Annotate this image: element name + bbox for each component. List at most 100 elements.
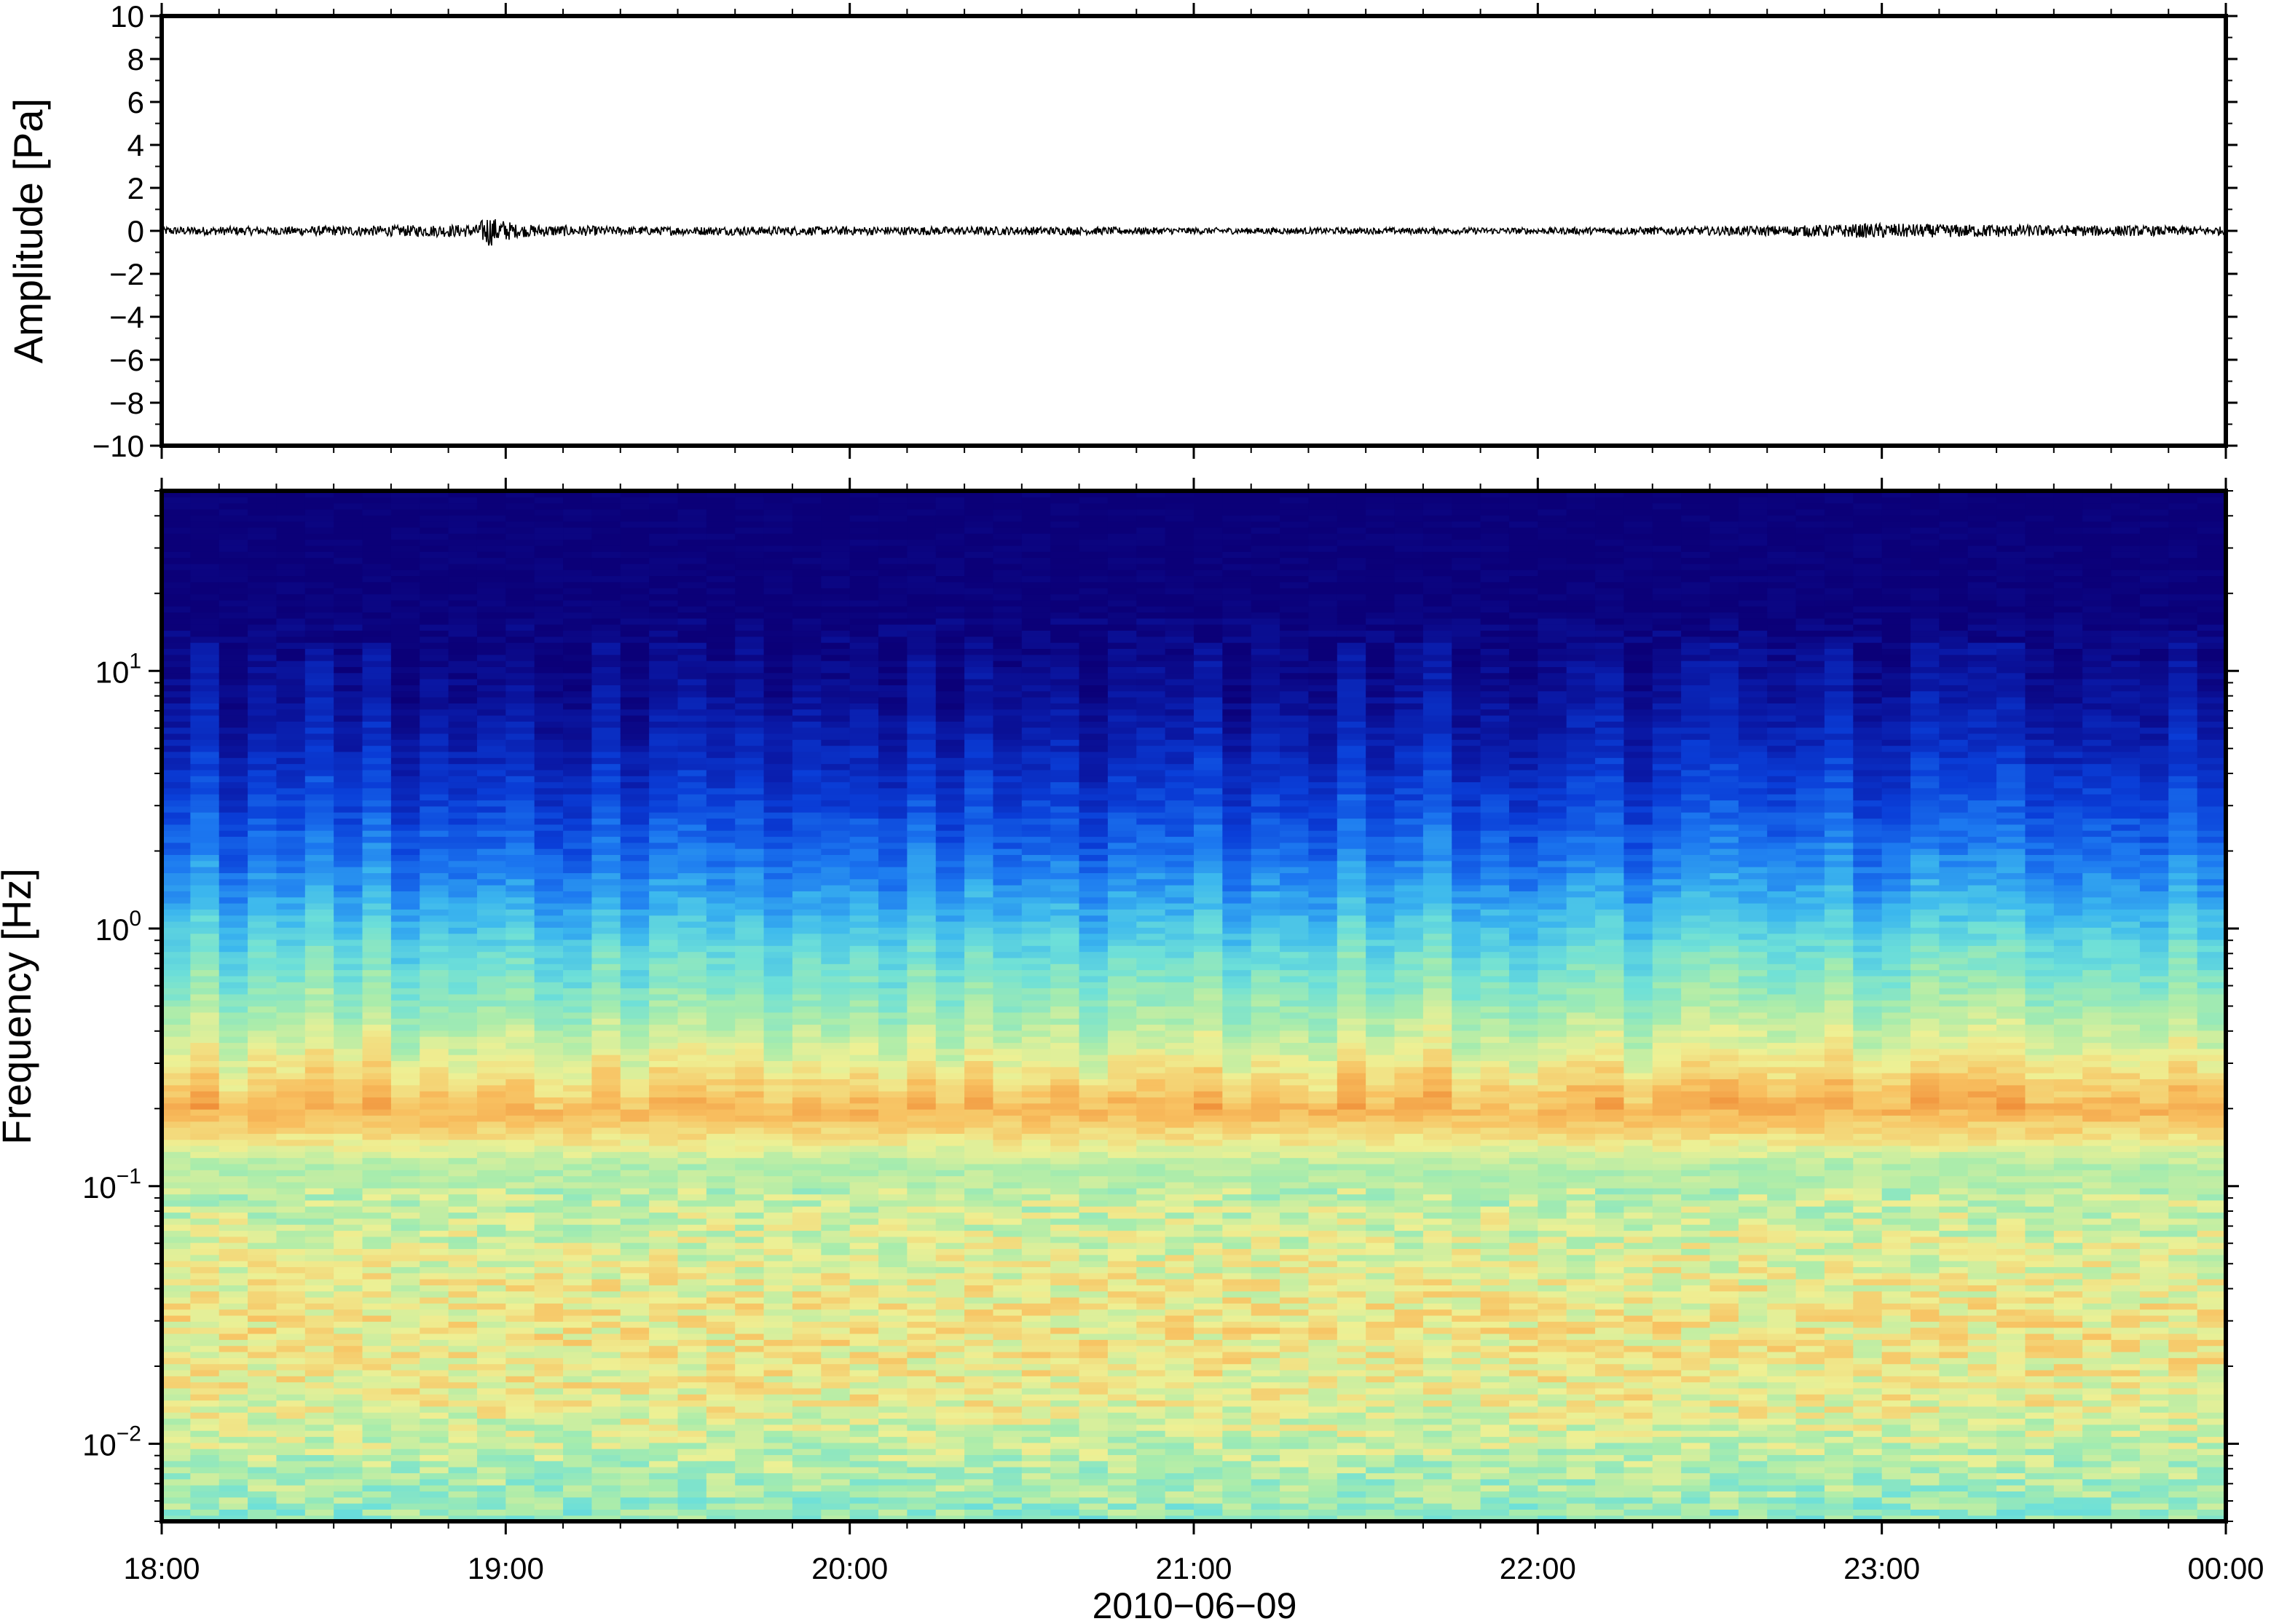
spectrogram-cell [563,854,593,862]
spectrogram-cell [505,666,535,674]
spectrogram-cell [362,1115,392,1122]
spectrogram-cell [276,921,306,928]
spectrogram-cell [821,1212,851,1219]
spectrogram-cell [677,933,707,940]
spectrogram-cell [162,733,191,740]
spectrogram-cell [735,1218,765,1225]
spectrogram-cell [907,714,937,722]
spectrogram-cell [849,624,879,631]
spectrogram-cell [649,805,679,813]
spectrogram-cell [591,685,621,692]
spectrogram-cell [907,1060,937,1068]
spectrogram-cell [821,1309,851,1316]
spectrogram-cell [304,1460,334,1467]
spectrogram-cell [563,824,593,831]
spectrogram-cell [591,1048,621,1055]
spectrogram-cell [763,800,793,807]
spectrogram-cell [735,515,765,522]
spectrogram-cell [505,982,535,989]
spectrogram-cell [821,1430,851,1438]
spectrogram-cell [162,867,191,873]
spectrogram-cell [735,1212,765,1219]
spectrogram-cell [304,963,334,971]
spectrogram-cell [677,654,707,661]
spectrogram-cell [706,491,736,497]
spectrogram-cell [649,569,679,577]
spectrogram-cell [362,818,392,825]
spectrogram-cell [219,1515,248,1521]
spectrogram-cell [735,921,765,928]
spectrogram-cell [476,1157,506,1164]
spectrogram-cell [162,1230,191,1237]
spectrogram-cell [362,1212,392,1219]
spectrogram-cell [792,1139,822,1146]
spectrogram-cell [476,1430,506,1438]
spectrogram-cell [219,563,248,570]
spectrogram-cell [706,787,736,795]
spectrogram-cell [362,836,392,843]
spectrogram-cell [821,679,851,685]
spectrogram-cell [476,903,506,910]
spectrogram-cell [735,1460,765,1467]
spectrogram-cell [849,563,879,570]
spectrogram-cell [649,757,679,765]
spectrogram-cell [420,606,449,613]
spectrogram-cell [735,1473,765,1480]
spectrogram-cell [362,1351,392,1358]
spectrogram-cell [190,1170,220,1177]
spectrogram-cell [935,690,965,698]
spectrogram-cell [476,648,506,655]
spectrogram-cell [420,588,449,595]
spectrogram-cell [878,1394,908,1401]
spectrogram-cell [821,515,851,522]
spectrogram-cell [649,988,679,995]
spectrogram-cell [792,1363,822,1371]
spectrogram-cell [706,1254,736,1261]
spectrogram-cell [248,666,278,674]
spectrogram-cell [448,636,478,643]
spectrogram-cell [420,1188,449,1195]
spectrogram-cell [534,491,564,497]
spectrogram-cell [907,679,937,685]
spectrogram-cell [476,563,506,570]
spectrogram-cell [362,1163,392,1170]
spectrogram-cell [964,921,994,928]
spectrogram-cell [534,502,564,510]
spectrogram-cell [190,878,220,886]
spectrogram-cell [849,794,879,801]
spectrogram-cell [706,1448,736,1456]
spectrogram-cell [849,769,879,776]
spectrogram-cell [735,1485,765,1491]
spectrogram-cell [276,739,306,746]
spectrogram-cell [304,545,334,552]
spectrogram-cell [334,1230,363,1237]
spectrogram-cell [907,1418,937,1425]
spectrogram-cell [935,903,965,910]
spectrogram-cell [505,1079,535,1086]
spectrogram-cell [849,1224,879,1231]
spectrogram-cell [448,563,478,570]
spectrogram-cell [362,781,392,789]
spectrogram-cell [677,630,707,637]
spectrogram-cell [420,497,449,504]
spectrogram-cell [276,1242,306,1250]
spectrogram-cell [878,1290,908,1298]
spectrogram-cell [792,1151,822,1159]
spectrogram-cell [735,1024,765,1031]
spectrogram-cell [821,1351,851,1358]
spectrogram-cell [563,557,593,564]
spectrogram-cell [304,1357,334,1365]
spectrogram-cell [304,521,334,528]
spectrogram-cell [792,927,822,934]
spectrogram-cell [276,508,306,516]
spectrogram-cell [735,1424,765,1431]
spectrogram-cell [534,1079,564,1086]
spectrogram-cell [248,1272,278,1280]
spectrogram-cell [304,533,334,540]
spectrogram-cell [821,1357,851,1365]
spectrogram-cell [563,1369,593,1376]
spectrogram-cell [448,1055,478,1062]
spectrogram-cell [190,1345,220,1352]
spectrogram-cell [563,860,593,867]
spectrogram-cell [162,545,191,552]
